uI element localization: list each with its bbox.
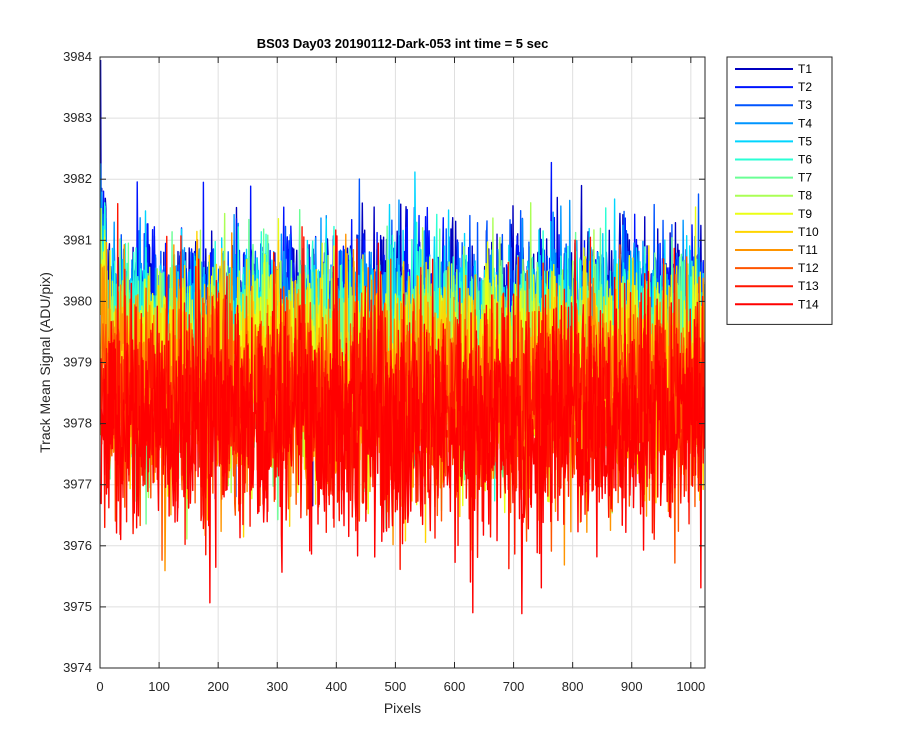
x-axis-label: Pixels: [384, 700, 421, 716]
legend-label: T3: [798, 98, 812, 112]
y-tick-label: 3980: [63, 293, 92, 308]
y-tick-label: 3979: [63, 355, 92, 370]
legend-box: [726, 56, 833, 325]
x-tick-label: 500: [385, 679, 407, 694]
y-tick-label: 3983: [63, 110, 92, 125]
y-tick-label: 3982: [63, 171, 92, 186]
y-tick-label: 3981: [63, 232, 92, 247]
legend-label: T13: [798, 279, 819, 293]
x-tick-label: 1000: [676, 679, 705, 694]
y-axis-label: Track Mean Signal (ADU/pix): [37, 272, 53, 453]
y-tick-label: 3974: [63, 660, 92, 675]
x-tick-label: 400: [325, 679, 347, 694]
series-layer: [100, 60, 705, 615]
x-tick-label: 600: [444, 679, 466, 694]
legend-label: T12: [798, 261, 819, 275]
series-line-t14: [100, 235, 705, 615]
legend-label: T1: [798, 62, 812, 76]
x-tick-label: 100: [148, 679, 170, 694]
legend: T1 T2 T3 T4 T5 T6 T7 T8 T9 T10 T11 T12 T13 T14: [726, 56, 833, 325]
x-tick-label: 300: [266, 679, 288, 694]
x-tick-label: 900: [621, 679, 643, 694]
legend-label: T2: [798, 80, 812, 94]
legend-label: T9: [798, 207, 812, 221]
y-tick-label: 3977: [63, 477, 92, 492]
legend-label: T6: [798, 153, 812, 167]
ticks: 0 100 200 300 400 500 600 700 800 900 1000 3974 3975…: [63, 49, 705, 694]
legend-label: T11: [798, 243, 818, 257]
y-tick-label: 3975: [63, 599, 92, 614]
legend-label: T5: [798, 134, 812, 148]
legend-label: T8: [798, 189, 812, 203]
y-tick-label: 3978: [63, 416, 92, 431]
legend-label: T7: [798, 171, 812, 185]
y-tick-label: 3984: [63, 49, 92, 64]
chart-title: BS03 Day03 20190112-Dark-053 int time = …: [257, 36, 549, 51]
y-tick-label: 3976: [63, 538, 92, 553]
legend-label: T4: [798, 116, 812, 130]
x-tick-label: 0: [96, 679, 103, 694]
x-tick-label: 200: [207, 679, 229, 694]
legend-label: T14: [798, 297, 819, 311]
legend-label: T10: [798, 225, 819, 239]
x-tick-label: 800: [562, 679, 584, 694]
x-tick-label: 700: [503, 679, 525, 694]
